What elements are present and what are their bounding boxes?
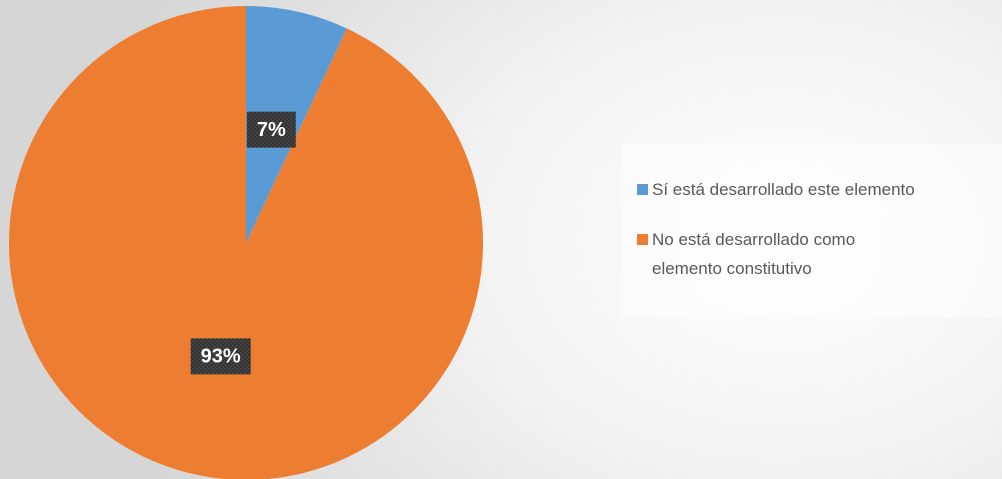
legend-item: Sí está desarrollado este elemento — [637, 175, 1002, 204]
legend-label: No está desarrollado como elemento const… — [652, 230, 856, 278]
legend-swatch — [637, 234, 648, 245]
data-labels: 7% 93% — [190, 111, 296, 375]
pie-slice — [9, 6, 483, 479]
data-label-text: 93% — [201, 346, 241, 368]
data-label: 93% — [190, 338, 251, 375]
legend-label: Sí está desarrollado este elemento — [652, 180, 915, 199]
pie — [9, 6, 483, 479]
data-label-box — [190, 338, 251, 375]
data-label-text: 7% — [257, 119, 286, 141]
legend: Sí está desarrollado este elemento No est… — [622, 144, 1002, 318]
legend-item: No está desarrollado como elemento const… — [637, 225, 1002, 283]
data-label-box — [246, 111, 296, 148]
data-label: 7% — [246, 111, 296, 148]
legend-swatch — [637, 184, 648, 195]
pie-slice — [246, 6, 347, 243]
